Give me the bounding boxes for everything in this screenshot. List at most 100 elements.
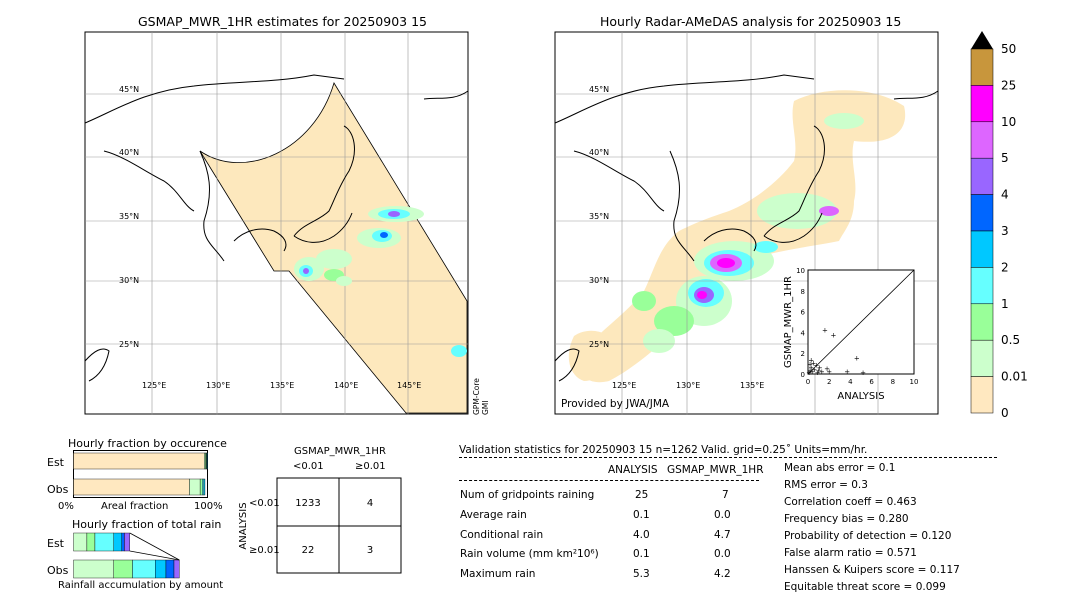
total-rain-bar-est-0 <box>73 532 88 552</box>
scatter-point: + <box>814 362 820 370</box>
left-lon-145: 145°E <box>397 381 421 390</box>
validation-header: Validation statistics for 20250903 15 n=… <box>459 444 868 456</box>
colorbar-swatch-0 <box>970 48 994 86</box>
stat-g-volume: 0.0 <box>714 548 731 560</box>
occurrence-chart <box>73 450 208 498</box>
stat-label-average: Average rain <box>460 509 527 521</box>
left-lon-135: 135°E <box>270 381 294 390</box>
total-rain-caption: Rainfall accumulation by amount <box>58 580 224 591</box>
colorbar-label-5: 3 <box>1001 224 1009 238</box>
total-rain-obs-label: Obs <box>47 564 69 577</box>
left-lat-45: 45°N <box>119 85 139 94</box>
colorbar-swatch-3 <box>970 157 994 195</box>
colorbar-label-0: 50 <box>1001 42 1016 56</box>
total-rain-connector <box>129 550 180 561</box>
right-lon-135: 135°E <box>740 381 764 390</box>
score-rmse: RMS error = 0.3 <box>784 479 868 491</box>
score-freq-bias: Frequency bias = 0.280 <box>784 513 909 525</box>
score-pod: Probability of detection = 0.120 <box>784 530 952 542</box>
side-label-gmi: GMI <box>481 401 490 416</box>
occurrence-bar-est-4 <box>206 452 208 470</box>
right-lat-45: 45°N <box>589 85 609 94</box>
colorbar-swatch-5 <box>970 230 994 268</box>
occurrence-axis-mid: Areal fraction <box>101 501 169 512</box>
stat-g-gridpoints: 7 <box>722 489 729 501</box>
colorbar-label-8: 0.5 <box>1001 333 1020 347</box>
scatter-ytick: 6 <box>801 309 806 317</box>
occurrence-bar-obs-1 <box>189 478 201 496</box>
occurrence-title: Hourly fraction by occurence <box>68 437 227 450</box>
left-swath <box>199 82 468 414</box>
colorbar-swatch-9 <box>970 376 994 414</box>
total-rain-title: Hourly fraction of total rain <box>72 518 222 531</box>
stat-a-gridpoints: 25 <box>635 489 649 501</box>
contingency-cell-22: 3 <box>367 545 373 556</box>
total-rain-bar-obs-0 <box>73 559 114 579</box>
colorbar-label-9: 0.01 <box>1001 370 1028 384</box>
occurrence-bar-obs-2 <box>199 478 203 496</box>
scatter-point: + <box>807 367 813 375</box>
stat-label-gridpoints: Num of gridpoints raining <box>460 489 595 501</box>
right-lat-40: 40°N <box>589 148 609 157</box>
stat-g-maximum: 4.2 <box>714 568 731 580</box>
scatter-xtick: 10 <box>910 378 919 386</box>
scatter-point: + <box>811 366 817 374</box>
scatter-point: + <box>824 365 830 373</box>
right-lon-125: 125°E <box>612 381 636 390</box>
contingency-col1: <0.01 <box>293 461 324 472</box>
colorbar: 50 25 10 5 4 3 2 1 0.5 0.01 0 <box>970 31 1028 418</box>
total-rain-bar-obs-5 <box>173 559 180 579</box>
side-label-gpm: GPM-Core <box>472 378 481 415</box>
validation-header-rule <box>459 457 997 458</box>
total-rain-bar-est-4 <box>121 532 125 552</box>
right-lon-130: 130°E <box>676 381 700 390</box>
occurrence-bar-obs-3 <box>202 478 205 496</box>
colorbar-swatch-8 <box>970 339 994 377</box>
left-rain-blobs <box>294 206 467 357</box>
scatter-xlabel: ANALYSIS <box>837 391 884 402</box>
contingency-row1: <0.01 <box>249 498 280 509</box>
occurrence-bar-obs-0 <box>73 478 190 496</box>
validation-col-gsmap: GSMAP_MWR_1HR <box>667 464 764 476</box>
colorbar-label-7: 1 <box>1001 297 1009 311</box>
colorbar-arrow <box>971 31 993 49</box>
score-hk: Hanssen & Kuipers score = 0.117 <box>784 564 960 576</box>
score-mae: Mean abs error = 0.1 <box>784 462 896 474</box>
score-ets: Equitable threat score = 0.099 <box>784 581 946 593</box>
scatter-point: + <box>815 369 821 377</box>
contingency-title: GSMAP_MWR_1HR <box>294 446 386 457</box>
stat-a-volume: 0.1 <box>633 548 650 560</box>
scatter-point: + <box>807 361 813 369</box>
colorbar-label-6: 2 <box>1001 260 1009 274</box>
scatter-xtick: 4 <box>848 378 853 386</box>
colorbar-label-4: 4 <box>1001 188 1009 202</box>
scatter-xtick: 2 <box>827 378 831 386</box>
scatter-xtick: 0 <box>806 378 810 386</box>
total-rain-bar-est-5 <box>124 532 130 552</box>
stat-a-maximum: 5.3 <box>633 568 650 580</box>
scatter-point: + <box>817 364 823 372</box>
left-lat-35: 35°N <box>119 212 139 221</box>
left-lon-140: 140°E <box>334 381 358 390</box>
left-lat-40: 40°N <box>119 148 139 157</box>
stat-label-volume: Rain volume (mm km²10⁶) <box>460 548 599 560</box>
scatter-ytick: 10 <box>796 267 805 275</box>
scatter-point: + <box>819 368 825 376</box>
scatter-point: + <box>822 326 828 334</box>
contingency-cell-11: 1233 <box>295 498 320 509</box>
left-lat-25: 25°N <box>119 340 139 349</box>
contingency-row2: ≥0.01 <box>249 545 280 556</box>
total-rain-bar-est-3 <box>113 532 122 552</box>
scatter-point: + <box>854 354 860 362</box>
right-map-title: Hourly Radar-AMeDAS analysis for 2025090… <box>600 14 902 29</box>
stat-a-average: 0.1 <box>633 509 650 521</box>
occurrence-axis-left: 0% <box>58 501 74 512</box>
scatter-point: + <box>860 369 866 377</box>
scatter-point: + <box>806 369 812 377</box>
stat-a-conditional: 4.0 <box>633 529 650 541</box>
colorbar-swatch-1 <box>970 85 994 123</box>
scatter-point: + <box>831 332 837 340</box>
left-map: 45°N 40°N 35°N 30°N 25°N 125°E 130°E 135… <box>84 31 469 415</box>
colorbar-swatch-7 <box>970 303 994 341</box>
